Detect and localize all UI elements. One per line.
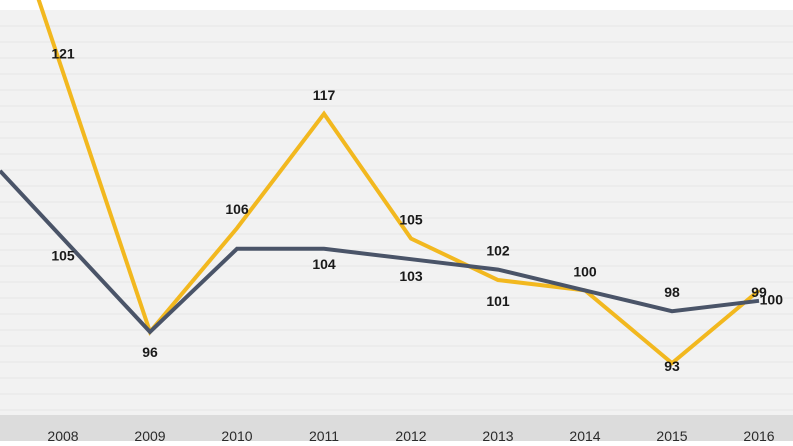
data-label: 100 bbox=[760, 291, 784, 307]
series-layer bbox=[0, 0, 761, 366]
x-axis-band bbox=[0, 415, 793, 441]
data-label: 96 bbox=[142, 344, 158, 360]
x-tick-label: 2008 bbox=[47, 428, 78, 441]
series-line-0 bbox=[36, 0, 761, 366]
data-label: 106 bbox=[225, 201, 249, 217]
data-label: 105 bbox=[399, 211, 423, 227]
x-tick-label: 2011 bbox=[309, 428, 339, 441]
x-tick-label: 2016 bbox=[743, 428, 774, 441]
x-tick-label: 2012 bbox=[395, 428, 426, 441]
data-label: 117 bbox=[313, 87, 336, 103]
x-tick-label: 2010 bbox=[221, 428, 252, 441]
x-tick-label: 2014 bbox=[569, 428, 600, 441]
data-label: 93 bbox=[664, 358, 680, 374]
x-tick-label: 2013 bbox=[482, 428, 513, 441]
x-tick-label: 2009 bbox=[134, 428, 165, 441]
data-label: 104 bbox=[312, 256, 336, 272]
data-labels: 121 96 106 117 105 101 93 100 105 104 103 102 100 98 9… bbox=[51, 45, 783, 374]
data-label: 101 bbox=[486, 293, 510, 309]
x-tick-label: 2015 bbox=[656, 428, 687, 441]
data-label: 103 bbox=[399, 268, 423, 284]
data-label: 102 bbox=[486, 243, 510, 259]
data-label: 98 bbox=[664, 284, 680, 300]
top-whitespace bbox=[0, 0, 793, 10]
plot-background bbox=[0, 10, 793, 415]
x-axis-ticks: 2008 2009 2010 2011 2012 2013 2014 2015 2016 bbox=[47, 428, 774, 444]
series-line-1 bbox=[0, 169, 760, 335]
data-label: 100 bbox=[573, 263, 597, 279]
data-label: 105 bbox=[51, 247, 75, 263]
data-label: 121 bbox=[51, 45, 75, 61]
data-label: 99 bbox=[751, 284, 767, 300]
